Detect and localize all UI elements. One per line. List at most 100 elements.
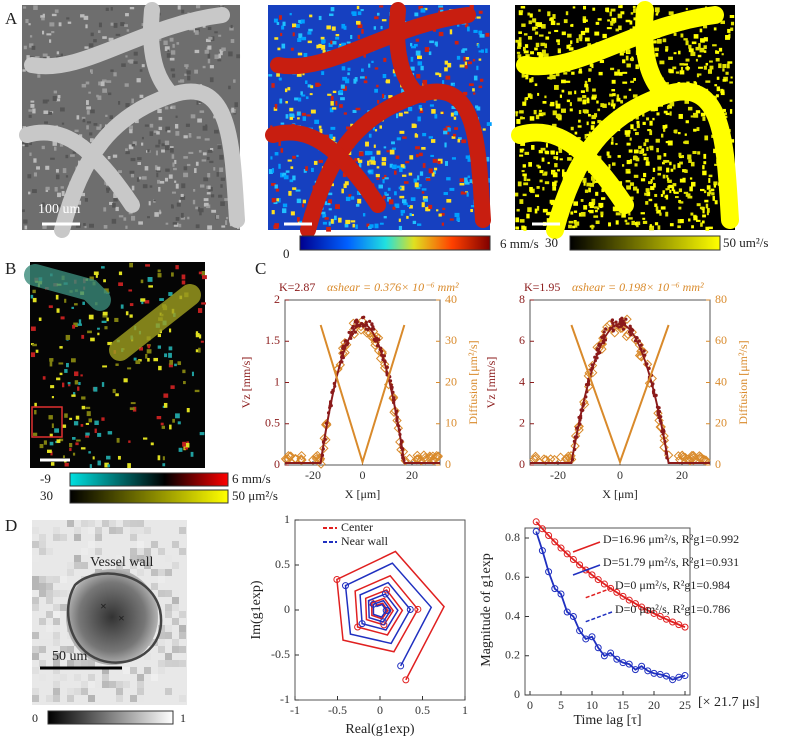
speckle — [612, 93, 616, 97]
pixel — [130, 555, 137, 562]
speckle — [326, 25, 331, 30]
speckle — [350, 196, 355, 200]
speckle — [158, 126, 163, 131]
speckle — [352, 109, 357, 113]
speckle — [527, 207, 532, 213]
speckle — [352, 223, 355, 228]
pixel — [130, 695, 137, 702]
speckle — [215, 215, 220, 219]
speckle — [411, 123, 416, 129]
speckle — [674, 196, 679, 199]
speckle — [200, 340, 204, 343]
speckle — [684, 140, 689, 145]
pixel — [88, 541, 95, 548]
speckle — [639, 150, 643, 155]
dot — [619, 319, 623, 323]
speckle — [464, 182, 470, 185]
speckle — [369, 159, 374, 162]
vessel — [143, 2, 180, 103]
speckle — [418, 105, 422, 110]
dot — [642, 349, 646, 353]
speckle — [595, 21, 600, 25]
speckle — [81, 116, 86, 120]
speckle — [571, 23, 574, 27]
speckle — [536, 205, 540, 211]
speckle — [29, 140, 32, 146]
speckle — [669, 102, 675, 107]
speckle — [157, 179, 161, 184]
speckle — [713, 27, 717, 31]
speckle — [388, 95, 393, 99]
speckle — [702, 165, 705, 170]
speckle — [290, 166, 294, 169]
speckle — [396, 137, 401, 141]
pixel — [109, 527, 116, 534]
speckle — [417, 55, 422, 60]
speckle — [561, 31, 566, 36]
speckle — [686, 66, 689, 71]
speckle — [274, 37, 279, 40]
speckle — [374, 88, 378, 93]
speckle — [679, 201, 684, 204]
speckle — [400, 213, 404, 216]
pixel — [81, 660, 88, 667]
speckle — [308, 28, 313, 32]
speckle — [553, 156, 559, 160]
speckle — [330, 136, 336, 142]
speckle — [83, 15, 89, 20]
speckle — [683, 63, 689, 66]
speckle — [330, 95, 334, 101]
speckle — [50, 462, 55, 466]
speckle — [555, 151, 559, 156]
speckle — [73, 322, 78, 328]
speckle — [398, 112, 403, 117]
speckle — [400, 209, 406, 214]
pixel — [102, 674, 109, 681]
speckle — [525, 97, 529, 101]
speckle — [129, 170, 135, 174]
speckle — [677, 219, 682, 224]
speckle — [678, 188, 683, 193]
speckle — [591, 96, 596, 100]
speckle — [355, 107, 361, 111]
speckle — [165, 145, 170, 151]
y-axis-label: Im(g1exp) — [249, 580, 264, 639]
speckle — [610, 20, 616, 24]
speckle — [438, 5, 444, 8]
speckle — [103, 207, 107, 212]
speckle — [712, 195, 715, 201]
x-tick-label: 0 — [360, 468, 366, 482]
speckle — [71, 394, 76, 397]
speckle — [729, 14, 735, 18]
pixel — [46, 576, 53, 583]
speckle — [633, 77, 636, 81]
pixel — [88, 681, 95, 688]
speckle — [461, 139, 467, 144]
speckle — [307, 31, 312, 35]
speckle — [177, 421, 181, 425]
speckle — [136, 78, 141, 83]
speckle — [620, 11, 625, 15]
speckle — [102, 313, 108, 318]
speckle — [630, 80, 635, 83]
speckle — [451, 157, 456, 160]
vessel-wall — [66, 572, 163, 664]
speckle — [534, 31, 539, 35]
speckle — [584, 189, 589, 193]
speckle — [131, 215, 136, 221]
speckle — [112, 203, 116, 208]
speckle — [381, 157, 387, 162]
pixel — [151, 674, 158, 681]
speckle — [28, 23, 31, 26]
colorbar-max: 6 mm/s — [500, 236, 539, 251]
speckle — [303, 52, 308, 58]
speckle — [123, 217, 127, 221]
speckle — [725, 71, 729, 75]
speckle — [450, 82, 455, 86]
y-tick-label: 0 — [284, 602, 290, 616]
speckle — [663, 153, 667, 157]
speckle — [58, 22, 62, 27]
speckle — [278, 141, 281, 146]
speckle — [415, 146, 420, 150]
speckle — [554, 29, 559, 33]
